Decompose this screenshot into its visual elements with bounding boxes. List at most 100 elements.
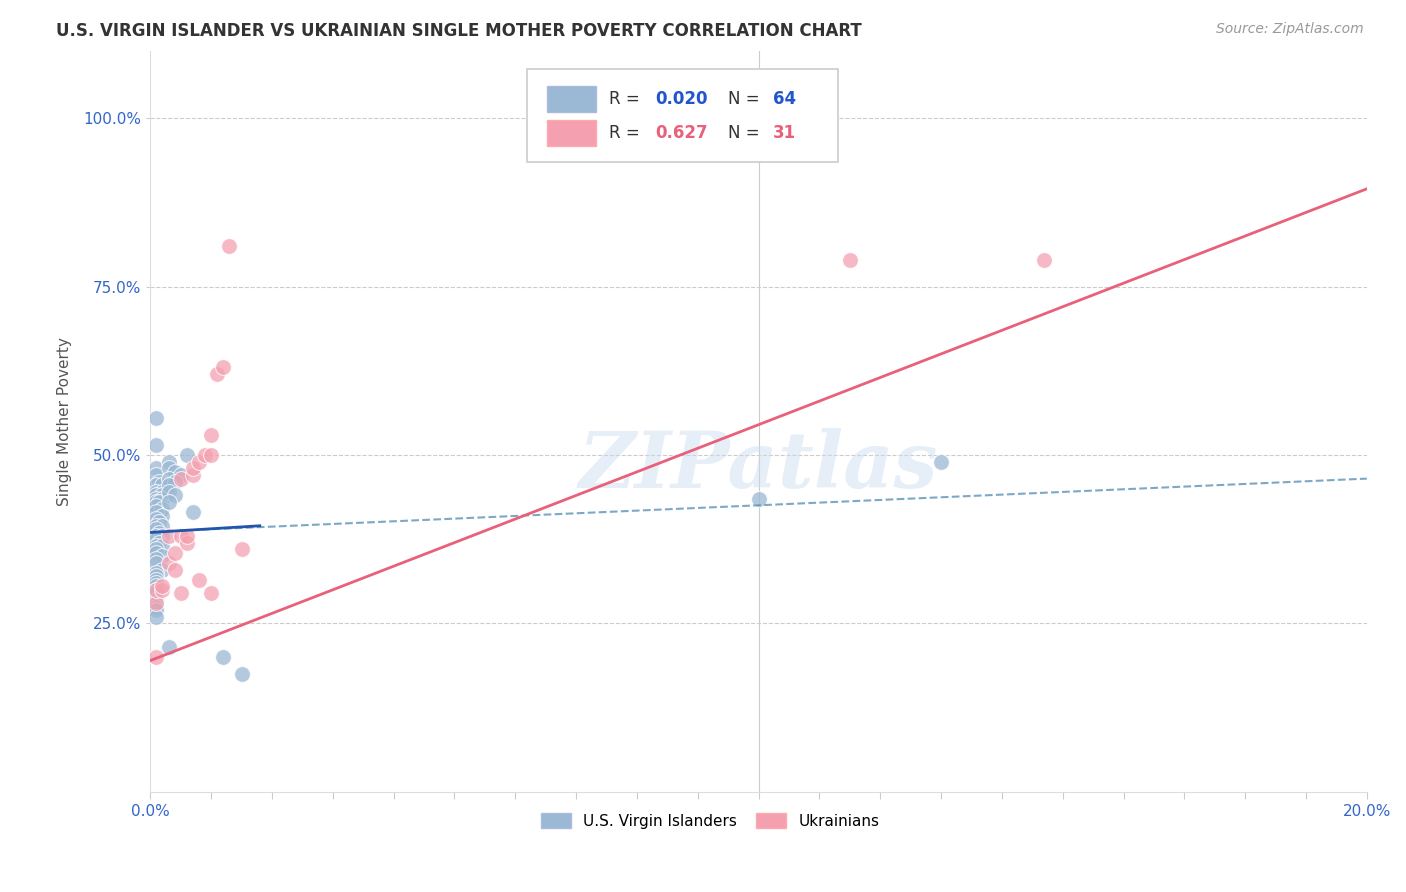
Text: N =: N =: [728, 124, 765, 142]
FancyBboxPatch shape: [547, 120, 596, 145]
FancyBboxPatch shape: [547, 87, 596, 112]
Point: [145, 478, 167, 492]
Point: [145, 539, 167, 553]
Point: [205, 367, 228, 381]
Point: [145, 461, 167, 475]
Point: [170, 529, 193, 543]
Point: [152, 563, 174, 577]
Point: [717, 111, 740, 125]
Point: [148, 525, 170, 540]
Point: [194, 448, 217, 462]
Point: [148, 516, 170, 530]
Point: [163, 488, 186, 502]
Point: [145, 593, 167, 607]
Point: [176, 535, 198, 549]
Point: [145, 552, 167, 566]
Point: [145, 533, 167, 547]
Point: [157, 472, 180, 486]
Point: [145, 522, 167, 536]
Point: [145, 566, 167, 580]
Point: [145, 411, 167, 425]
Point: [157, 455, 180, 469]
Point: [231, 667, 253, 681]
Legend: U.S. Virgin Islanders, Ukrainians: U.S. Virgin Islanders, Ukrainians: [533, 805, 887, 836]
Point: [157, 640, 180, 654]
Point: [145, 599, 167, 614]
Point: [145, 579, 167, 593]
Point: [145, 650, 167, 665]
Point: [145, 505, 167, 519]
Point: [200, 448, 222, 462]
Point: [152, 502, 174, 516]
Point: [170, 472, 193, 486]
Point: [181, 468, 204, 483]
Point: [145, 556, 167, 570]
Point: [152, 485, 174, 500]
Text: Source: ZipAtlas.com: Source: ZipAtlas.com: [1216, 22, 1364, 37]
Point: [188, 455, 211, 469]
Point: [152, 518, 174, 533]
Point: [157, 556, 180, 570]
Point: [145, 603, 167, 617]
Point: [152, 488, 174, 502]
Point: [145, 529, 167, 543]
Point: [163, 475, 186, 489]
Point: [148, 495, 170, 509]
Text: 64: 64: [773, 90, 796, 108]
Text: 0.627: 0.627: [655, 124, 707, 142]
Point: [838, 252, 860, 267]
Point: [145, 499, 167, 513]
Point: [157, 461, 180, 475]
Point: [145, 491, 167, 506]
Point: [148, 475, 170, 489]
Y-axis label: Single Mother Poverty: Single Mother Poverty: [58, 337, 72, 506]
Point: [145, 569, 167, 583]
Point: [145, 609, 167, 624]
Text: ZIPatlas: ZIPatlas: [579, 427, 938, 504]
Point: [152, 491, 174, 506]
Point: [790, 111, 813, 125]
Point: [152, 478, 174, 492]
Point: [145, 488, 167, 502]
Point: [152, 582, 174, 597]
Point: [145, 512, 167, 526]
Point: [188, 573, 211, 587]
Point: [200, 427, 222, 442]
Point: [152, 529, 174, 543]
Text: 0.020: 0.020: [655, 90, 707, 108]
Point: [145, 576, 167, 591]
Point: [231, 542, 253, 557]
Text: U.S. VIRGIN ISLANDER VS UKRAINIAN SINGLE MOTHER POVERTY CORRELATION CHART: U.S. VIRGIN ISLANDER VS UKRAINIAN SINGLE…: [56, 22, 862, 40]
Point: [163, 546, 186, 560]
Point: [1033, 252, 1056, 267]
Text: N =: N =: [728, 90, 765, 108]
Text: R =: R =: [609, 124, 645, 142]
Point: [163, 465, 186, 479]
Point: [145, 495, 167, 509]
Point: [148, 535, 170, 549]
Point: [145, 485, 167, 500]
Point: [157, 495, 180, 509]
Point: [145, 596, 167, 610]
Point: [145, 468, 167, 483]
Point: [748, 491, 770, 506]
FancyBboxPatch shape: [527, 70, 838, 161]
Point: [145, 573, 167, 587]
Point: [145, 582, 167, 597]
Text: 31: 31: [773, 124, 796, 142]
Point: [152, 579, 174, 593]
Point: [157, 478, 180, 492]
Point: [163, 563, 186, 577]
Point: [212, 650, 235, 665]
Point: [181, 505, 204, 519]
Point: [145, 582, 167, 597]
Point: [145, 586, 167, 600]
Text: R =: R =: [609, 90, 645, 108]
Point: [200, 586, 222, 600]
Point: [152, 549, 174, 563]
Point: [929, 455, 952, 469]
Point: [212, 360, 235, 375]
Point: [176, 529, 198, 543]
Point: [145, 438, 167, 452]
Point: [170, 468, 193, 483]
